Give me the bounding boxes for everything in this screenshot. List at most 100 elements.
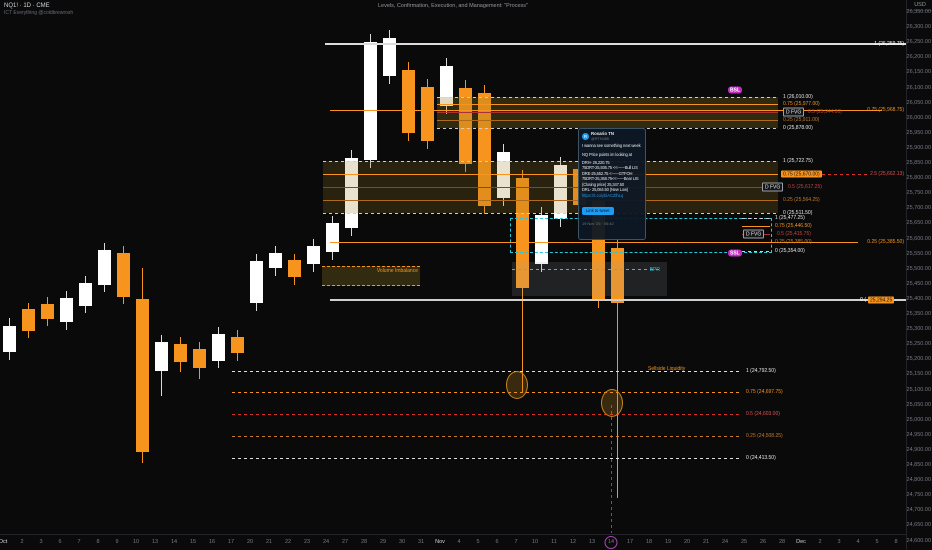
- time-axis-label: 17: [626, 539, 634, 545]
- level-line[interactable]: [437, 119, 778, 121]
- level-label[interactable]: Volume Imbalance: [376, 268, 418, 274]
- level-line[interactable]: [232, 413, 742, 415]
- tweet-price-point: 75DRT-25,368.75<<------Bear LIS: [582, 176, 639, 182]
- level-label[interactable]: 1 (24,792.50): [746, 368, 776, 374]
- tweet-url-link[interactable]: https://t.co/ybiACZlhLq: [582, 193, 624, 199]
- level-label[interactable]: 0.75 (25,446.50): [775, 223, 812, 229]
- fib-box-upper[interactable]: [437, 97, 778, 128]
- candle: [535, 215, 548, 264]
- candle: [345, 158, 358, 228]
- time-axis-label: 6: [495, 539, 499, 545]
- level-label[interactable]: 1 (26,259.75): [874, 41, 904, 47]
- level-label[interactable]: 1 (26,010.00): [783, 94, 813, 100]
- tweet-note[interactable]: R Rosario TN @RTN485 I wanna see somethi…: [578, 128, 646, 240]
- ellipse-annotation[interactable]: [601, 389, 623, 417]
- price-axis[interactable]: USD 26,350.00 26,300.00 26,250.00 26,200.00…: [906, 0, 932, 550]
- chart-canvas[interactable]: NQ1! · 1D · CME ICT Everything @coldbrew…: [0, 0, 906, 534]
- candle: [22, 309, 35, 331]
- candle: [326, 223, 339, 252]
- level-line[interactable]: [330, 299, 906, 301]
- level-line[interactable]: [742, 250, 770, 252]
- level-label[interactable]: 0 (24,413.50): [746, 455, 776, 461]
- level-label[interactable]: 0 (25,354.00): [775, 248, 805, 254]
- level-line[interactable]: [437, 96, 778, 98]
- chart-byline: ICT Everything @coldbrewrosh: [4, 10, 74, 16]
- level-label[interactable]: 0.5 (24,603.00): [746, 411, 780, 417]
- bpr-box[interactable]: [512, 262, 667, 296]
- time-axis-label: 15: [189, 539, 197, 545]
- tweet-link-button[interactable]: Link to tweet: [582, 206, 614, 215]
- time-axis-label: 13: [151, 539, 159, 545]
- level-label[interactable]: 0 (25,878.00): [783, 125, 813, 131]
- price-axis-label: 25,400.00: [906, 295, 931, 302]
- level-label[interactable]: 0.75 (25,670.00): [781, 170, 822, 178]
- volume-imbalance-box[interactable]: [322, 266, 420, 286]
- level-label[interactable]: 0.75 (25,968.75): [867, 107, 904, 113]
- level-line[interactable]: [323, 173, 778, 175]
- level-line[interactable]: [742, 225, 770, 227]
- level-label[interactable]: 0.25 (24,508.25): [746, 433, 783, 439]
- level-label[interactable]: 0.5 (25,415.75): [777, 231, 811, 237]
- level-label[interactable]: 2.5 (25,662.13): [870, 171, 904, 177]
- level-label[interactable]: 0.75 (25,977.00): [783, 101, 820, 107]
- level-line[interactable]: [232, 370, 742, 372]
- level-label[interactable]: 0 (: [860, 297, 866, 303]
- time-axis-label: 4: [856, 539, 860, 545]
- level-line[interactable]: [323, 160, 778, 162]
- price-axis-label: 24,800.00: [906, 477, 931, 484]
- level-line[interactable]: [822, 173, 870, 175]
- candle: [60, 298, 73, 322]
- level-line[interactable]: [323, 186, 778, 188]
- level-line[interactable]: [437, 103, 778, 105]
- level-line[interactable]: [323, 212, 778, 214]
- liquidity-badge[interactable]: SSL: [728, 249, 742, 257]
- date-marker-ring[interactable]: [604, 536, 618, 549]
- level-line[interactable]: [232, 457, 742, 459]
- candle: [269, 253, 282, 268]
- level-line[interactable]: [330, 109, 882, 111]
- level-label[interactable]: 0.25 (25,385.50): [867, 239, 904, 245]
- level-line[interactable]: [325, 43, 906, 45]
- chart-annotation-title: Levels, Confirmation, Execution, and Man…: [377, 3, 529, 9]
- ellipse-annotation[interactable]: [506, 371, 528, 399]
- candle: [174, 344, 187, 362]
- liquidity-badge[interactable]: BSL: [728, 86, 742, 94]
- level-label[interactable]: 0.25 (25,564.25): [783, 197, 820, 203]
- price-axis-label: 25,650.00: [906, 220, 931, 227]
- candle: [421, 87, 434, 141]
- fvg-badge[interactable]: D FVG: [743, 229, 765, 239]
- time-axis-label: 31: [417, 539, 425, 545]
- level-label[interactable]: BPR: [649, 267, 660, 273]
- level-label[interactable]: Sellside Liquidity: [648, 366, 686, 372]
- level-line[interactable]: [437, 111, 778, 113]
- level-line[interactable]: [232, 391, 742, 393]
- time-axis-label: 2: [818, 539, 822, 545]
- candle: [307, 246, 320, 264]
- level-line[interactable]: [330, 241, 858, 243]
- time-axis[interactable]: Oct 2 3 6 7 8 9 10 13 14 15 16 17 20 21 22 23 24 27 28 29 30 3…: [0, 534, 906, 550]
- time-axis-label: 21: [702, 539, 710, 545]
- level-label[interactable]: 25,294.25: [868, 296, 895, 304]
- fvg-badge[interactable]: D FVG: [762, 182, 784, 192]
- symbol-title[interactable]: NQ1! · 1D · CME: [4, 3, 50, 9]
- marker-vline[interactable]: [611, 405, 612, 533]
- level-label[interactable]: 1 (25,722.75): [783, 158, 813, 164]
- fvg-badge[interactable]: D FVG: [783, 107, 805, 117]
- price-axis-label: 25,750.00: [906, 190, 931, 197]
- time-axis-label: 27: [341, 539, 349, 545]
- level-label[interactable]: 0.25 (25,911.00): [783, 117, 820, 123]
- time-axis-label: 18: [645, 539, 653, 545]
- time-axis-label: 17: [227, 539, 235, 545]
- level-line[interactable]: [512, 268, 660, 270]
- level-line[interactable]: [323, 199, 778, 201]
- price-axis-label: 25,850.00: [906, 160, 931, 166]
- level-label[interactable]: 0.25 (25,385.00): [775, 239, 812, 245]
- level-line[interactable]: [742, 217, 770, 219]
- level-label[interactable]: 0 (25,511.50): [783, 210, 813, 216]
- level-label[interactable]: 1 (25,477.25): [775, 215, 805, 221]
- level-label[interactable]: 0.75 (24,697.75): [746, 389, 783, 395]
- level-label[interactable]: 0.5 (25,617.25): [788, 184, 822, 190]
- level-label[interactable]: 0.5 (25,944.00): [808, 109, 842, 115]
- level-line[interactable]: [232, 435, 742, 437]
- time-axis-label: 24: [721, 539, 729, 545]
